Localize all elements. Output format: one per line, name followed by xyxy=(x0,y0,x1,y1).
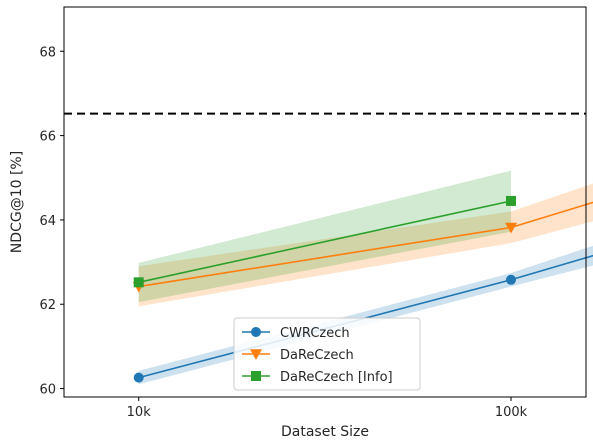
x-tick-label: 10k xyxy=(127,405,152,420)
legend-label-dareczech-info: DaReCzech [Info] xyxy=(280,370,393,385)
y-tick-label: 62 xyxy=(39,298,56,313)
x-axis-label: Dataset Size xyxy=(281,424,369,440)
legend-marker-dareczech xyxy=(250,349,262,360)
legend-label-cwrczech: CWRCzech xyxy=(280,326,350,341)
legend-marker-cwrczech xyxy=(251,327,261,337)
point-dareczech-info xyxy=(133,277,144,288)
x-tick-label: 100k xyxy=(495,405,528,420)
point-dareczech xyxy=(505,222,518,234)
y-tick-label: 68 xyxy=(39,45,56,60)
y-axis-label: NDCG@10 [%] xyxy=(9,151,25,253)
band-dareczech-info xyxy=(138,170,512,303)
series-markers xyxy=(132,195,518,383)
reference-lines xyxy=(64,112,586,115)
point-dareczech-info xyxy=(506,195,517,206)
y-tick-label: 66 xyxy=(39,130,56,145)
band-dareczech xyxy=(138,183,593,307)
legend-marker-dareczech-info xyxy=(251,371,261,381)
legend: CWRCzech DaReCzech DaReCzech [Info] xyxy=(233,317,421,391)
legend-label-dareczech: DaReCzech xyxy=(280,348,354,363)
line-dareczech-info xyxy=(138,200,512,284)
point-cwrczech xyxy=(133,372,144,383)
y-axis-ticks: 60 62 64 66 68 xyxy=(39,45,64,398)
line-cwrczech xyxy=(138,254,593,379)
point-cwrczech xyxy=(506,274,517,285)
x-axis-ticks: 10k100k1M10M100M xyxy=(127,397,528,420)
y-tick-label: 60 xyxy=(39,383,56,398)
legend-box xyxy=(233,317,421,391)
y-tick-label: 64 xyxy=(39,214,56,229)
plot-frame xyxy=(63,6,587,398)
